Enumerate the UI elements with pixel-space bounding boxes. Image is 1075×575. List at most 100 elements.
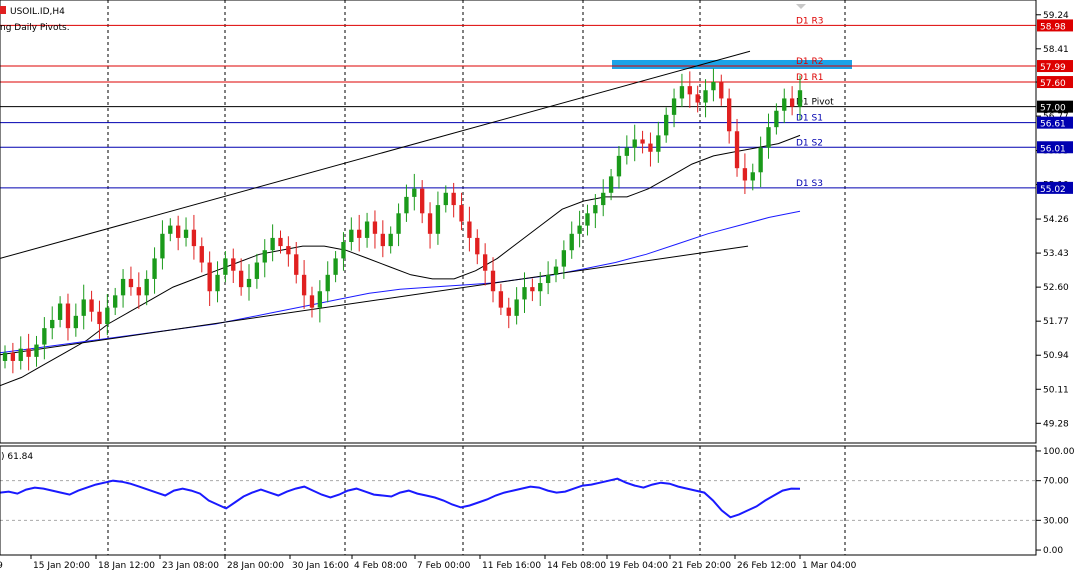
candle-body [585,213,590,226]
candle-body [349,229,354,243]
candle-body [593,205,598,214]
candle-body [73,315,79,329]
price-tick-label: 59.24 [1043,11,1069,21]
candle-body [238,270,244,288]
rsi-value-label: ) 61.84 [1,452,33,462]
candle-body [176,225,181,238]
candle-body [246,278,252,288]
time-tick-label: 7 Feb 00:00 [417,561,471,571]
candle-body [420,188,425,214]
candle-body [664,114,669,136]
candle-body [215,274,220,292]
candle-body [530,287,535,292]
candle-body [671,98,677,115]
pivot-price-box [1037,141,1073,154]
candle-body [451,192,456,206]
candle-body [742,168,748,181]
candle-body [774,110,779,128]
pivot-price-label: 58.98 [1040,22,1066,32]
candle-body [309,295,315,308]
candle-body [687,86,692,95]
symbol-label: USOIL.ID,H4 [10,7,65,17]
price-tick-label: 58.41 [1043,45,1069,55]
candle-body [711,82,716,91]
candle-body [152,258,157,279]
candle-body [113,295,118,308]
candle-body [797,90,803,107]
rsi-tick-label: 70.00 [1043,477,1069,487]
price-tick-label: 50.11 [1043,385,1069,395]
rsi-line [0,477,801,519]
candle-body [105,307,110,325]
time-tick-label: 30 Jan 16:00 [292,561,349,571]
candle-body [388,233,393,247]
price-tick-label: 53.43 [1043,249,1069,259]
rsi-panel [0,477,1036,521]
candle-body [231,258,236,271]
candle-body [144,278,149,296]
candle-body [616,155,622,177]
candle-body [364,221,370,238]
candles [2,68,803,374]
pivot-price-box [1037,116,1073,129]
candle-body [726,98,732,132]
rsi-tick-label: 30.00 [1043,516,1069,526]
candle-body [734,131,740,169]
price-axis: 59.2458.4157.6056.7755.9355.1054.2653.43… [1036,11,1075,556]
candle-body [81,299,86,316]
candle-body [490,270,496,292]
indicator-label: ng Daily Pivots. [0,23,70,33]
candle-body [128,278,134,288]
candle-body [561,250,567,267]
pivot-price-label: 57.00 [1040,104,1066,114]
candle-body [301,274,307,296]
candle-body [608,176,614,193]
time-tick-label: 28 Jan 00:00 [227,561,284,571]
time-tick-label: 14 Feb 08:00 [547,561,606,571]
candle-body [254,262,260,279]
time-tick-label: 26 Feb 12:00 [737,561,796,571]
pivot-name-label: D1 S2 [796,138,823,148]
pivot-name-label: D1 R1 [796,73,824,83]
time-tick-label: 15 Jan 20:00 [33,561,90,571]
candle-body [160,233,165,259]
candle-body [656,135,661,152]
price-tick-label: 51.77 [1043,317,1069,327]
candle-body [317,291,323,308]
candle-body [758,147,763,173]
symbol-marker-icon [0,6,6,14]
channel-lower-line [0,245,749,356]
candle-body [506,307,511,316]
time-tick-label: 1 Mar 04:00 [802,561,857,571]
candle-body [789,98,795,107]
pivot-price-label: 55.02 [1040,185,1066,195]
time-tick-label: 4 Feb 08:00 [354,561,408,571]
time-tick-label: 19 Feb 04:00 [609,561,668,571]
candle-body [577,225,582,234]
candle-body [766,127,771,148]
candle-body [569,233,574,251]
candle-body [679,86,685,99]
shift-marker-icon[interactable] [796,4,806,9]
candle-body [545,274,551,284]
pivot-price-box [1037,100,1073,113]
candle-body [34,344,39,357]
price-tick-label: 54.26 [1043,215,1069,225]
time-tick-label: 21 Feb 20:00 [672,561,731,571]
candle-body [695,94,700,103]
candle-body [750,172,755,181]
candle-body [2,352,8,361]
candle-body [782,98,787,111]
candle-body [325,274,330,292]
candle-body [703,90,708,103]
price-tick-label: 52.60 [1043,283,1069,293]
candle-body [65,303,71,329]
candle-body [278,237,283,247]
candle-body [522,287,527,300]
candle-body [435,205,441,234]
pivot-lines: D1 R3 D1 R2 D1 R1 D1 Pivot D1 S1 D1 S2 D1 S3 [0,16,1036,189]
candle-body [57,303,63,320]
candle-body [467,221,472,238]
candle-body [404,196,409,214]
